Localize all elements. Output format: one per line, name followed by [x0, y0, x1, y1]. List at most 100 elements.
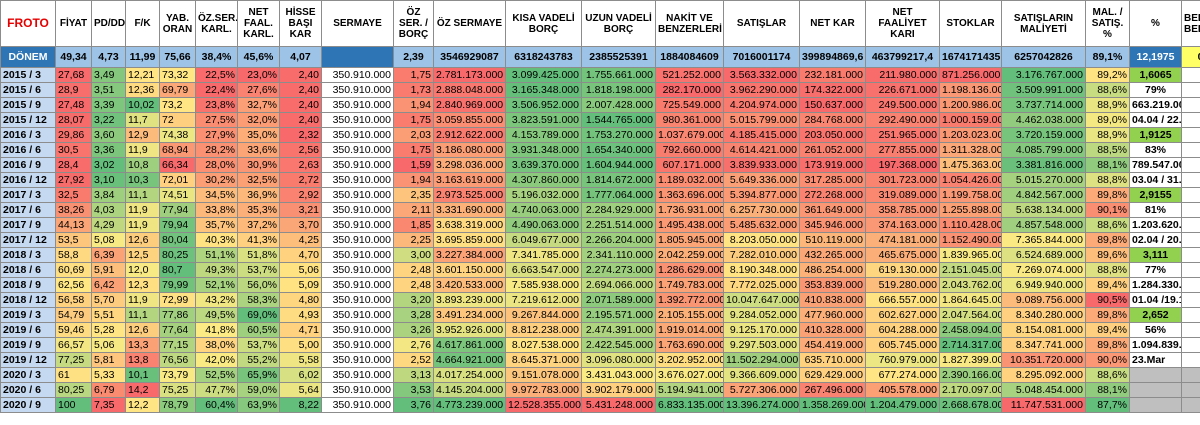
- cell-net-faaliyet-kari[interactable]: 249.500.000: [865, 97, 940, 113]
- cell-net-faal-karl[interactable]: 56,0%: [237, 277, 280, 293]
- header-cell-hisse-basi-kar[interactable]: HİSSE BAŞI KAR: [279, 0, 322, 47]
- cell-kisa-vadeli-borc[interactable]: 8.645.371.000: [505, 352, 582, 368]
- cell-kisa-vadeli-borc[interactable]: 3.099.425.000: [505, 67, 582, 83]
- cell-net-faal-karl[interactable]: 53,7%: [237, 337, 280, 353]
- cell-satislarin-maliyeti[interactable]: 4.462.038.000: [1001, 112, 1086, 128]
- donem-cell-f-k[interactable]: 11,99: [125, 46, 160, 68]
- cell-oz-sermaye[interactable]: 3.638.319.000: [433, 217, 506, 233]
- cell-satislarin-maliyeti[interactable]: 5.638.134.000: [1001, 202, 1086, 218]
- cell-oz-sermaye[interactable]: 4.664.921.000: [433, 352, 506, 368]
- cell-uzun-vadeli-borc[interactable]: 2.694.066.000: [581, 277, 656, 293]
- cell-hisse-basi-kar[interactable]: 2,92: [279, 187, 322, 203]
- cell-oz-ser-borc[interactable]: 2,48: [393, 262, 434, 278]
- cell-satislarin-maliyeti[interactable]: 5.015.270.000: [1001, 172, 1086, 188]
- cell-oz-ser-borc[interactable]: 3,20: [393, 292, 434, 308]
- cell-satislarin-maliyeti[interactable]: 8.347.741.000: [1001, 337, 1086, 353]
- cell-fiyat[interactable]: 54,79: [55, 307, 92, 323]
- cell-mal-satis[interactable]: 88,6%: [1085, 217, 1130, 233]
- cell-mal-satis[interactable]: 89,6%: [1085, 247, 1130, 263]
- cell-satislar[interactable]: 3.962.290.000: [723, 82, 800, 98]
- cell-f-k[interactable]: 13,8: [125, 352, 160, 368]
- donem-cell-sermaye[interactable]: [321, 46, 394, 68]
- cell-bedelli-bedelsiz[interactable]: [1181, 97, 1200, 113]
- cell-sermaye[interactable]: 350.910.000: [321, 322, 394, 338]
- cell-hisse-basi-kar[interactable]: 3,21: [279, 202, 322, 218]
- period-cell[interactable]: 2020 / 3: [0, 367, 56, 383]
- donem-cell-fiyat[interactable]: 49,34: [55, 46, 92, 68]
- donem-cell-kisa-vadeli-borc[interactable]: 6318243783: [505, 46, 582, 68]
- cell-net-faal-karl[interactable]: 27,6%: [237, 82, 280, 98]
- period-cell[interactable]: 2016 / 12: [0, 172, 56, 188]
- cell-nakit-ve-benzerleri[interactable]: 980.361.000: [655, 112, 724, 128]
- cell-stoklar[interactable]: 1.199.758.000: [939, 187, 1002, 203]
- donem-cell-oz-ser-karl[interactable]: 38,4%: [195, 46, 238, 68]
- cell-yab-oran[interactable]: 68,94: [159, 142, 196, 158]
- cell-kisa-vadeli-borc[interactable]: 8.812.238.000: [505, 322, 582, 338]
- donem-cell-bedelli-bedelsiz[interactable]: 0: [1181, 46, 1200, 68]
- donem-cell-period[interactable]: DÖNEM: [0, 46, 56, 68]
- cell-pd-dd[interactable]: 3,39: [91, 97, 126, 113]
- cell-uzun-vadeli-borc[interactable]: 5.431.248.000: [581, 397, 656, 413]
- cell-fiyat[interactable]: 61: [55, 367, 92, 383]
- cell-oz-sermaye[interactable]: 4.773.239.000: [433, 397, 506, 413]
- cell-oz-ser-borc[interactable]: 1,75: [393, 67, 434, 83]
- cell-sermaye[interactable]: 350.910.000: [321, 187, 394, 203]
- cell-oz-ser-karl[interactable]: 52,1%: [195, 277, 238, 293]
- cell-kisa-vadeli-borc[interactable]: 7.341.785.000: [505, 247, 582, 263]
- cell-sermaye[interactable]: 350.910.000: [321, 262, 394, 278]
- cell-yab-oran[interactable]: 74,38: [159, 127, 196, 143]
- cell-f-k[interactable]: 10,3: [125, 172, 160, 188]
- cell-hisse-basi-kar[interactable]: 2,32: [279, 127, 322, 143]
- cell-satislarin-maliyeti[interactable]: 10.351.720.000: [1001, 352, 1086, 368]
- cell-bedelli-bedelsiz[interactable]: [1181, 322, 1200, 338]
- cell-oz-sermaye[interactable]: 4.017.254.000: [433, 367, 506, 383]
- period-cell[interactable]: 2017 / 12: [0, 232, 56, 248]
- cell-pct[interactable]: 3,111: [1129, 247, 1182, 263]
- cell-stoklar[interactable]: 2.668.678.000: [939, 397, 1002, 413]
- cell-oz-sermaye[interactable]: 3.491.234.000: [433, 307, 506, 323]
- cell-pct[interactable]: 83%: [1129, 142, 1182, 158]
- cell-hisse-basi-kar[interactable]: 2,40: [279, 97, 322, 113]
- cell-mal-satis[interactable]: 89,8%: [1085, 232, 1130, 248]
- cell-f-k[interactable]: 13,3: [125, 337, 160, 353]
- cell-kisa-vadeli-borc[interactable]: 4.307.860.000: [505, 172, 582, 188]
- cell-f-k[interactable]: 10,02: [125, 97, 160, 113]
- cell-satislar[interactable]: 3.563.332.000: [723, 67, 800, 83]
- cell-mal-satis[interactable]: 89,4%: [1085, 322, 1130, 338]
- cell-net-faaliyet-kari[interactable]: 292.490.000: [865, 112, 940, 128]
- cell-net-faal-karl[interactable]: 36,9%: [237, 187, 280, 203]
- cell-kisa-vadeli-borc[interactable]: 3.506.952.000: [505, 97, 582, 113]
- cell-pct[interactable]: 04.04 / 22.11: [1129, 112, 1182, 128]
- cell-oz-ser-borc[interactable]: 1,85: [393, 217, 434, 233]
- cell-satislar[interactable]: 8.190.348.000: [723, 262, 800, 278]
- cell-net-faal-karl[interactable]: 37,2%: [237, 217, 280, 233]
- cell-net-kar[interactable]: 232.181.000: [799, 67, 866, 83]
- cell-mal-satis[interactable]: 88,8%: [1085, 172, 1130, 188]
- cell-nakit-ve-benzerleri[interactable]: 2.105.155.000: [655, 307, 724, 323]
- donem-cell-net-kar[interactable]: 399894869,6: [799, 46, 866, 68]
- donem-cell-net-faal-karl[interactable]: 45,6%: [237, 46, 280, 68]
- cell-kisa-vadeli-borc[interactable]: 9.151.078.000: [505, 367, 582, 383]
- cell-bedelli-bedelsiz[interactable]: [1181, 82, 1200, 98]
- cell-uzun-vadeli-borc[interactable]: 1.755.661.000: [581, 67, 656, 83]
- cell-oz-ser-borc[interactable]: 3,76: [393, 397, 434, 413]
- cell-nakit-ve-benzerleri[interactable]: 725.549.000: [655, 97, 724, 113]
- cell-sermaye[interactable]: 350.910.000: [321, 142, 394, 158]
- cell-fiyat[interactable]: 77,25: [55, 352, 92, 368]
- cell-oz-ser-borc[interactable]: 2,76: [393, 337, 434, 353]
- cell-nakit-ve-benzerleri[interactable]: 1.392.772.000: [655, 292, 724, 308]
- cell-net-kar[interactable]: 203.050.000: [799, 127, 866, 143]
- cell-fiyat[interactable]: 60,69: [55, 262, 92, 278]
- cell-mal-satis[interactable]: 88,8%: [1085, 262, 1130, 278]
- cell-net-kar[interactable]: 174.322.000: [799, 82, 866, 98]
- cell-f-k[interactable]: 12,0: [125, 262, 160, 278]
- cell-f-k[interactable]: 11,9: [125, 292, 160, 308]
- header-cell-f-k[interactable]: F/K: [125, 0, 160, 47]
- cell-oz-sermaye[interactable]: 2.781.173.000: [433, 67, 506, 83]
- cell-hisse-basi-kar[interactable]: 2,56: [279, 142, 322, 158]
- cell-net-faal-karl[interactable]: 65,9%: [237, 367, 280, 383]
- cell-oz-ser-karl[interactable]: 22,5%: [195, 67, 238, 83]
- cell-net-kar[interactable]: 150.637.000: [799, 97, 866, 113]
- cell-sermaye[interactable]: 350.910.000: [321, 202, 394, 218]
- cell-oz-ser-karl[interactable]: 34,5%: [195, 187, 238, 203]
